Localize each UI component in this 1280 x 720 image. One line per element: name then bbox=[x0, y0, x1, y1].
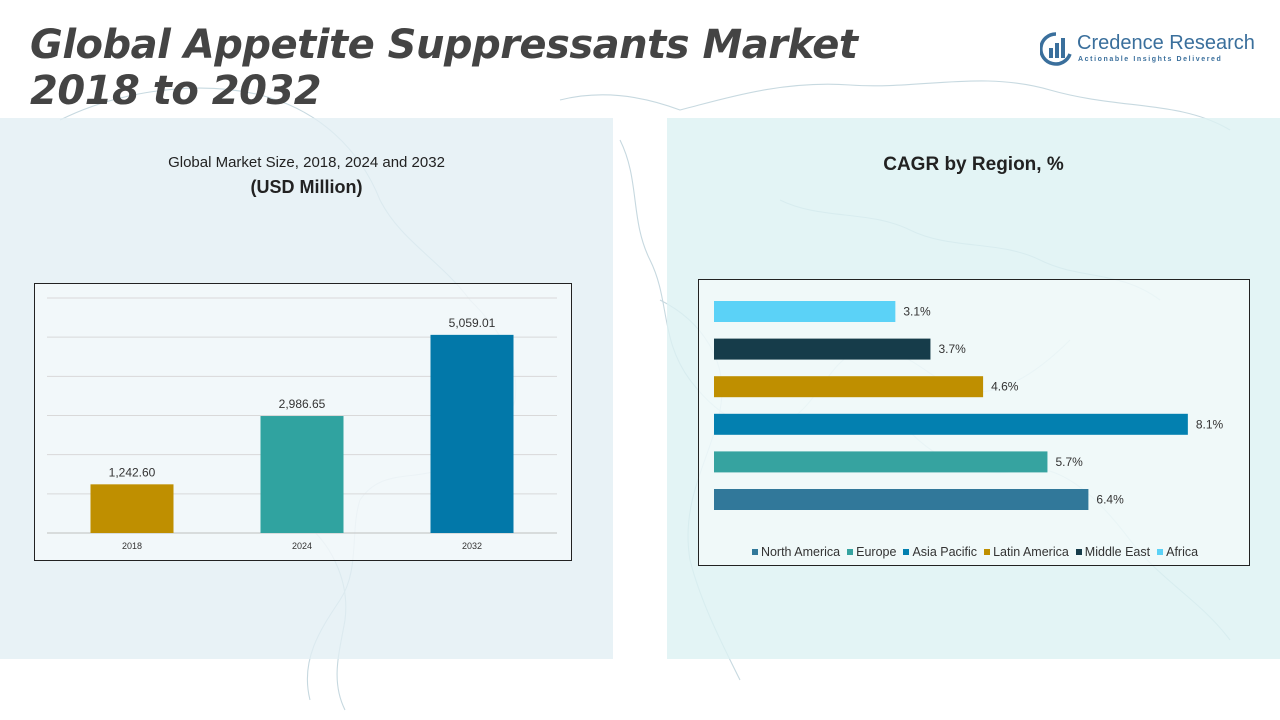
legend-label: Europe bbox=[856, 545, 897, 559]
bar-2032 bbox=[430, 334, 514, 533]
data-label: 4.6% bbox=[991, 380, 1019, 394]
bar-latin-america bbox=[714, 376, 984, 398]
x-tick-label: 2024 bbox=[292, 541, 312, 551]
title-line-2: 2018 to 2032 bbox=[30, 68, 322, 114]
legend-label: Asia Pacific bbox=[912, 545, 978, 559]
legend-swatch bbox=[1075, 549, 1082, 555]
cagr-legend: North America Europe Asia Pacific Latin Ame… bbox=[699, 545, 1251, 559]
legend-label: North America bbox=[760, 545, 841, 559]
data-label: 3.7% bbox=[938, 342, 966, 356]
data-label: 1,242.60 bbox=[109, 465, 156, 479]
x-tick-label: 2018 bbox=[122, 541, 142, 551]
page-title: Global Appetite Suppressants Market 2018… bbox=[30, 22, 858, 114]
legend-item: North America bbox=[751, 545, 841, 559]
legend-swatch bbox=[1157, 549, 1164, 555]
bar-north-america bbox=[714, 489, 1089, 510]
x-tick-label: 2032 bbox=[462, 541, 482, 551]
bar-europe bbox=[714, 451, 1048, 473]
data-label: 8.1% bbox=[1196, 417, 1224, 431]
data-label: 3.1% bbox=[903, 305, 931, 319]
legend-swatch bbox=[751, 549, 758, 555]
cagr-chart: 3.1% 3.7% 4.6% 8.1% 5.7% 6.4% North America Eu… bbox=[698, 279, 1250, 566]
legend-swatch bbox=[984, 549, 991, 555]
cagr-panel: CAGR by Region, % 3.1% 3.7% 4.6% 8.1% 5.7% 6.… bbox=[667, 118, 1280, 659]
cagr-title: CAGR by Region, % bbox=[883, 154, 1064, 175]
title-line-1: Global Appetite Suppressants Market bbox=[30, 22, 858, 68]
data-label: 2,986.65 bbox=[279, 397, 326, 411]
bar-middle-east bbox=[714, 338, 931, 360]
legend-swatch bbox=[903, 549, 910, 555]
legend-label: Africa bbox=[1166, 545, 1199, 559]
data-label: 5,059.01 bbox=[449, 316, 496, 330]
legend-item: Africa bbox=[1157, 545, 1198, 559]
market-size-panel: Global Market Size, 2018, 2024 and 2032 … bbox=[0, 118, 613, 659]
data-label: 5.7% bbox=[1055, 455, 1083, 469]
bar-africa bbox=[714, 301, 896, 322]
market-size-chart-svg: 1,242.60 2018 2,986.65 2024 5,059.01 2032 bbox=[47, 297, 557, 551]
legend-label: Latin America bbox=[993, 545, 1069, 559]
legend-swatch bbox=[847, 549, 854, 555]
legend-item: Latin America bbox=[984, 545, 1069, 559]
legend-item: Europe bbox=[847, 545, 896, 559]
brand-name: Credence Research bbox=[1077, 32, 1255, 54]
credence-logo-icon bbox=[1040, 32, 1072, 66]
bar-2024 bbox=[260, 416, 344, 533]
legend-item: Middle East bbox=[1075, 545, 1151, 559]
legend-item: Asia Pacific bbox=[903, 545, 977, 559]
bar-asia-pacific bbox=[714, 413, 1188, 435]
brand-logo: Credence Research Actionable Insights De… bbox=[1040, 30, 1255, 70]
cagr-chart-svg: 3.1% 3.7% 4.6% 8.1% 5.7% 6.4% bbox=[714, 301, 1224, 510]
market-size-unit: (USD Million) bbox=[250, 177, 363, 197]
data-label: 6.4% bbox=[1096, 493, 1124, 507]
legend-label: Middle East bbox=[1084, 545, 1151, 559]
market-size-title: Global Market Size, 2018, 2024 and 2032 bbox=[168, 154, 445, 171]
market-size-chart: 1,242.60 2018 2,986.65 2024 5,059.01 2032 bbox=[34, 283, 572, 561]
brand-tagline: Actionable Insights Delivered bbox=[1078, 56, 1223, 63]
bar-2018 bbox=[90, 484, 174, 533]
